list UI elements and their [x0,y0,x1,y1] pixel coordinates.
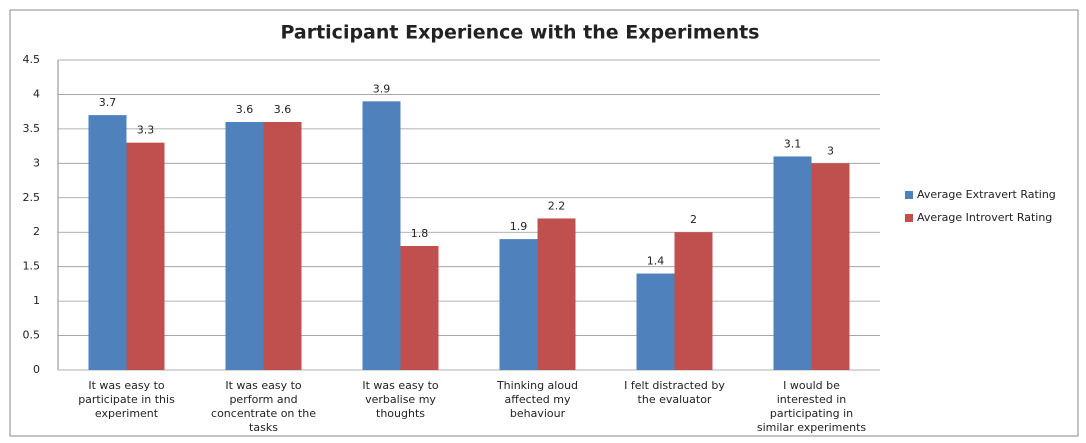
bar [88,115,127,370]
chart-title: Participant Experience with the Experime… [280,22,759,44]
bar [225,122,264,370]
data-label: 2.2 [548,199,566,212]
x-tick-label: It was easy to verbalise my thoughts [362,379,439,420]
data-label: 3.3 [137,124,155,137]
legend-swatch [905,191,913,199]
y-tick-label: 1.5 [23,260,41,273]
data-label: 1.9 [510,220,528,233]
y-tick-label: 1 [33,294,40,307]
data-label: 3.7 [99,96,117,109]
x-tick-label: It was easy to participate in this experim… [78,379,175,420]
data-label: 3.1 [784,137,802,150]
y-tick-label: 2 [33,225,40,238]
data-label: 1.8 [411,227,429,240]
bar [126,142,165,370]
x-tick-label: Thinking aloud affected my behaviour [496,379,578,420]
data-label: 3.6 [236,103,254,116]
data-label: 2 [690,213,697,226]
data-label: 3.9 [373,82,391,95]
y-tick-label: 3 [33,156,40,169]
y-tick-label: 4 [33,87,40,100]
data-label: 3.6 [274,103,292,116]
bar [811,163,850,370]
bar [674,232,713,370]
bar [263,122,302,370]
x-tick-label: It was easy to perform and concentrate on … [211,379,316,434]
bar [537,218,576,370]
y-tick-label: 0 [33,363,40,376]
data-label: 3 [827,144,834,157]
y-tick-label: 4.5 [23,53,41,66]
y-tick-label: 2.5 [23,191,41,204]
x-tick-label: I would be interested in participating in s… [757,379,867,434]
y-tick-label: 3.5 [23,122,41,135]
bar [400,246,439,370]
bar [499,239,538,370]
y-tick-label: 0.5 [23,329,41,342]
data-label: 1.4 [647,255,665,268]
legend-label: Average Extravert Rating [917,188,1056,201]
legend-label: Average Introvert Rating [917,211,1052,224]
bar [773,156,812,370]
bar [362,101,401,370]
x-tick-label: I felt distracted by the evaluator [624,379,725,406]
bar [636,273,675,370]
legend-swatch [905,214,913,222]
